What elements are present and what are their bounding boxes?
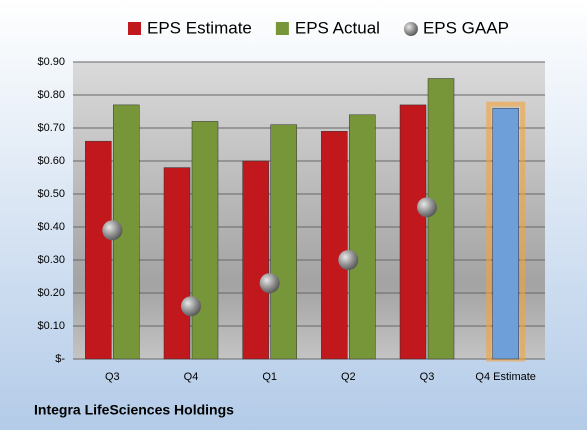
y-tick-label: $0.90: [37, 56, 65, 68]
gaap-marker: [338, 250, 359, 270]
x-tick-label: Q1: [262, 371, 277, 383]
y-tick-label: $0.10: [37, 320, 65, 332]
legend-swatch: [403, 22, 418, 36]
chart-title: Integra LifeSciences Holdings: [34, 402, 234, 418]
gaap-marker: [181, 296, 201, 317]
bar: [191, 121, 219, 360]
bar: [399, 104, 427, 360]
y-tick-label: $0.40: [37, 221, 65, 233]
legend-label: EPS Estimate: [147, 18, 252, 37]
gaap-marker: [417, 197, 437, 218]
y-tick-label: $0.50: [37, 188, 65, 200]
y-tick-label: $-: [55, 353, 65, 365]
x-tick-label: Q3: [420, 371, 435, 383]
x-tick-label: Q4 Estimate: [475, 371, 536, 383]
bar: [85, 140, 112, 360]
x-tick-label: Q4: [184, 371, 199, 383]
plot-area: [73, 62, 545, 359]
bar: [163, 167, 191, 360]
legend-label: EPS Actual: [295, 18, 380, 37]
legend-label: EPS GAAP: [423, 18, 509, 37]
y-tick-label: $0.60: [37, 155, 65, 167]
legend-swatch: [128, 22, 141, 35]
bar: [427, 78, 455, 360]
bar: [321, 131, 348, 360]
bar: [270, 124, 297, 360]
bar: [492, 107, 519, 360]
gaap-marker: [102, 220, 123, 241]
bar: [349, 114, 376, 360]
legend-swatch: [275, 22, 289, 35]
gaap-marker: [259, 273, 280, 294]
bar: [242, 160, 269, 360]
y-tick-label: $0.30: [37, 254, 65, 266]
y-tick-label: $0.70: [37, 122, 65, 134]
x-tick-label: Q2: [341, 371, 356, 383]
y-tick-label: $0.80: [37, 89, 65, 101]
y-tick-label: $0.20: [37, 287, 65, 299]
x-tick-label: Q3: [105, 371, 120, 383]
